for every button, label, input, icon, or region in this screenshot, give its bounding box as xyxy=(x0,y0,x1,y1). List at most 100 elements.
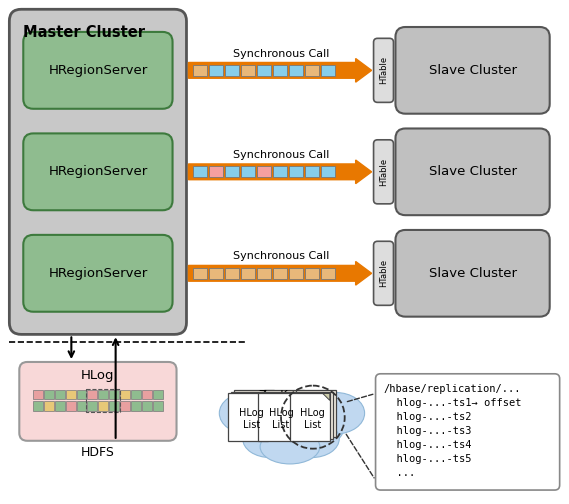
FancyBboxPatch shape xyxy=(296,390,336,437)
Bar xyxy=(44,390,53,399)
Bar xyxy=(55,401,64,411)
Text: HDFS: HDFS xyxy=(81,446,115,459)
Bar xyxy=(193,166,207,177)
Text: HTable: HTable xyxy=(379,259,388,287)
Bar xyxy=(120,401,130,411)
Text: Master Cluster: Master Cluster xyxy=(23,25,145,40)
Ellipse shape xyxy=(260,429,320,464)
Bar xyxy=(321,65,335,76)
Text: HRegionServer: HRegionServer xyxy=(48,165,147,178)
FancyBboxPatch shape xyxy=(261,392,301,439)
Bar xyxy=(86,389,120,412)
Bar xyxy=(142,390,152,399)
Bar xyxy=(289,166,303,177)
Ellipse shape xyxy=(307,393,365,434)
Text: Slave Cluster: Slave Cluster xyxy=(428,165,517,178)
Bar xyxy=(193,65,207,76)
Text: /hbase/replication/...
  hlog-...-ts1→ offset
  hlog-...-ts2
  hlog-...-ts3
  hl: /hbase/replication/... hlog-...-ts1→ off… xyxy=(384,384,521,478)
FancyBboxPatch shape xyxy=(395,230,550,317)
Bar xyxy=(209,166,223,177)
Bar xyxy=(193,268,207,279)
Ellipse shape xyxy=(235,395,345,456)
Bar xyxy=(273,65,287,76)
Bar xyxy=(273,268,287,279)
Text: ZooKeeper: ZooKeeper xyxy=(258,389,321,402)
Bar xyxy=(65,390,76,399)
Text: HRegionServer: HRegionServer xyxy=(48,267,147,280)
Bar xyxy=(321,268,335,279)
Bar xyxy=(131,401,141,411)
Bar xyxy=(153,401,163,411)
Ellipse shape xyxy=(284,420,339,458)
Bar xyxy=(209,268,223,279)
Bar xyxy=(305,166,319,177)
Bar xyxy=(289,268,303,279)
FancyBboxPatch shape xyxy=(374,140,394,204)
Ellipse shape xyxy=(219,393,277,434)
Bar xyxy=(257,268,271,279)
FancyBboxPatch shape xyxy=(264,390,304,437)
Text: HLog
List: HLog List xyxy=(239,408,263,430)
Bar xyxy=(257,65,271,76)
FancyArrow shape xyxy=(188,262,372,285)
Bar xyxy=(225,166,239,177)
Bar xyxy=(289,65,303,76)
Bar xyxy=(65,401,76,411)
FancyBboxPatch shape xyxy=(23,32,172,109)
Bar xyxy=(44,401,53,411)
Text: HLog
List: HLog List xyxy=(269,408,294,430)
Bar xyxy=(241,268,255,279)
Bar xyxy=(241,166,255,177)
FancyBboxPatch shape xyxy=(231,392,271,439)
Bar xyxy=(88,401,97,411)
FancyBboxPatch shape xyxy=(23,235,172,312)
Polygon shape xyxy=(291,394,298,400)
Bar xyxy=(257,166,271,177)
Bar xyxy=(153,390,163,399)
Bar xyxy=(209,65,223,76)
Text: HTable: HTable xyxy=(379,158,388,186)
Bar xyxy=(142,401,152,411)
Bar xyxy=(305,268,319,279)
Bar xyxy=(98,390,108,399)
Text: HLog: HLog xyxy=(81,369,115,382)
FancyArrow shape xyxy=(188,58,372,82)
FancyBboxPatch shape xyxy=(374,38,394,102)
FancyBboxPatch shape xyxy=(374,241,394,305)
FancyBboxPatch shape xyxy=(290,394,330,441)
Text: Slave Cluster: Slave Cluster xyxy=(428,267,517,280)
FancyBboxPatch shape xyxy=(293,392,333,439)
Text: Synchronous Call: Synchronous Call xyxy=(233,150,329,160)
Bar xyxy=(33,390,43,399)
Bar xyxy=(88,390,97,399)
Bar xyxy=(98,401,108,411)
Bar xyxy=(55,390,64,399)
Text: HRegionServer: HRegionServer xyxy=(48,64,147,77)
FancyBboxPatch shape xyxy=(395,129,550,215)
Text: Slave Cluster: Slave Cluster xyxy=(428,64,517,77)
Bar xyxy=(33,401,43,411)
Bar xyxy=(76,401,86,411)
Text: Synchronous Call: Synchronous Call xyxy=(233,251,329,262)
Bar xyxy=(273,166,287,177)
Polygon shape xyxy=(261,394,268,400)
Bar xyxy=(120,390,130,399)
FancyBboxPatch shape xyxy=(258,394,298,441)
FancyBboxPatch shape xyxy=(23,134,172,210)
Bar xyxy=(321,166,335,177)
Bar xyxy=(241,65,255,76)
Bar xyxy=(225,268,239,279)
FancyArrow shape xyxy=(188,160,372,183)
FancyBboxPatch shape xyxy=(234,390,274,437)
Bar xyxy=(225,65,239,76)
Bar xyxy=(109,390,119,399)
Bar xyxy=(305,65,319,76)
Polygon shape xyxy=(323,394,330,400)
Text: Synchronous Call: Synchronous Call xyxy=(233,48,329,58)
FancyBboxPatch shape xyxy=(376,374,560,490)
FancyBboxPatch shape xyxy=(228,394,268,441)
Ellipse shape xyxy=(243,420,298,458)
Bar xyxy=(131,390,141,399)
FancyBboxPatch shape xyxy=(395,27,550,114)
Text: HTable: HTable xyxy=(379,56,388,84)
